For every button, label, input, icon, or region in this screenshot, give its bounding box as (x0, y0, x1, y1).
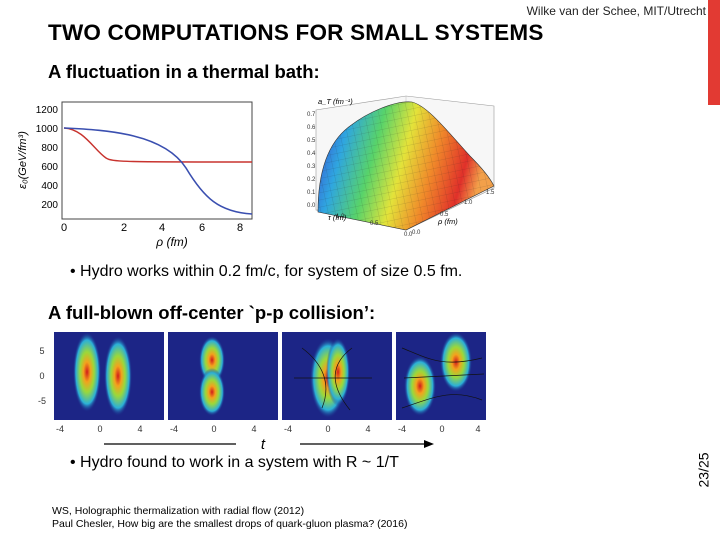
x-tick: 4 (475, 424, 480, 434)
plot2d-xticks: 0 2 4 6 8 (61, 222, 243, 234)
accent-bar (708, 0, 720, 105)
z-tick: 0.6 (307, 125, 316, 131)
x-tick: 0 (97, 424, 102, 434)
y-tick: 5 (39, 346, 44, 356)
bullet-hydro-small-size: • Hydro works within 0.2 fm/c, for syste… (70, 263, 462, 281)
y-tick: 600 (41, 162, 58, 173)
references: WS, Holographic thermalization with radi… (52, 505, 407, 530)
x-tick: 0 (211, 424, 216, 434)
slide-title: TWO COMPUTATIONS FOR SMALL SYSTEMS (48, 20, 544, 45)
collision-snapshots: 5 0 -5 -4 0 4 -4 0 4 -4 0 4 -4 0 (38, 332, 486, 453)
x-tick: -4 (398, 424, 406, 434)
plot2d-yticks: 1200 1000 800 600 400 200 (36, 105, 59, 211)
z-tick: 0.1 (307, 190, 316, 196)
acceleration-surface-plot: a_T (fm⁻¹) 0.7 0.6 0.5 0.4 0.3 0.2 0.1 0… (307, 95, 495, 238)
x-tick: 8 (237, 222, 243, 234)
y-tick: 800 (41, 143, 58, 154)
x-tick: 0.5 (370, 221, 379, 227)
y-tick: -5 (38, 396, 46, 406)
reference-2: Paul Chesler, How big are the smallest d… (52, 517, 408, 530)
snapshot-panel-2 (168, 332, 278, 420)
z-tick: 0.7 (307, 112, 316, 118)
red-curve (63, 127, 253, 163)
y-tick: 0.0 (412, 230, 421, 236)
bullet-dot: • (70, 263, 81, 280)
blue-curve (63, 127, 253, 215)
snapshot-panel-3 (282, 332, 392, 420)
time-label: t (261, 436, 266, 453)
z-tick: 0.0 (307, 203, 316, 209)
x-tick: -4 (170, 424, 178, 434)
x-tick: 4 (159, 222, 165, 234)
y-tick: 1.5 (486, 190, 495, 196)
y-tick: 0.5 (440, 212, 449, 218)
plot2d-ylabel: ε₀(GeV/fm³) (17, 131, 29, 189)
bullet-text: Hydro works within 0.2 fm/c, for system … (80, 263, 463, 280)
x-tick: -4 (284, 424, 292, 434)
x-tick: 0 (439, 424, 444, 434)
section-heading-collision: A full-blown off-center `p-p collision’: (48, 302, 376, 323)
x-tick: -4 (56, 424, 64, 434)
y-tick: 0 (39, 371, 44, 381)
x-tick: 2 (121, 222, 127, 234)
snapshot-panel-1 (54, 332, 164, 420)
y-tick: 400 (41, 181, 58, 192)
y-tick: 1200 (36, 105, 59, 116)
page-number: 23/25 (696, 452, 712, 487)
x-tick: 4 (137, 424, 142, 434)
energy-density-plot: 1200 1000 800 600 400 200 0 2 4 6 8 ε₀(G… (17, 101, 253, 249)
plot3d-zlabel: a_T (fm⁻¹) (318, 97, 353, 106)
x-tick: 6 (199, 222, 205, 234)
x-tick: 0 (61, 222, 67, 234)
z-tick: 0.3 (307, 164, 316, 170)
plot3d-yticks: 0.0 0.5 1.0 1.5 (412, 190, 495, 236)
reference-1: WS, Holographic thermalization with radi… (52, 505, 305, 517)
y-tick: 1.0 (464, 200, 473, 206)
bullet-text: Hydro found to work in a system with R ~… (80, 454, 399, 471)
z-tick: 0.5 (307, 138, 316, 144)
z-tick: 0.2 (307, 177, 316, 183)
x-tick: 4 (251, 424, 256, 434)
bullet-hydro-works: • Hydro found to work in a system with R… (70, 454, 399, 472)
snapshot-panel-4 (396, 332, 486, 420)
y-tick: 1000 (36, 124, 59, 135)
plot3d-ylabel: ρ (fm) (437, 217, 458, 226)
x-tick: 4 (365, 424, 370, 434)
x-tick: 0.0 (404, 232, 413, 238)
x-tick: 0 (325, 424, 330, 434)
panel-xticks: -4 0 4 -4 0 4 -4 0 4 -4 0 4 (56, 424, 481, 434)
plot3d-zticks: 0.7 0.6 0.5 0.4 0.3 0.2 0.1 0.0 (307, 112, 316, 209)
plot3d-xlabel: τ (fm) (328, 213, 347, 222)
bullet-dot: • (70, 454, 81, 471)
section-heading-thermal: A fluctuation in a thermal bath: (48, 61, 320, 82)
z-tick: 0.4 (307, 151, 316, 157)
plot3d-xticks: 0.0 0.5 1.0 (336, 214, 413, 238)
plot2d-xlabel: ρ (fm) (155, 235, 188, 249)
x-tick: 1.0 (336, 214, 345, 220)
panel-yticks: 5 0 -5 (38, 346, 46, 406)
arrow-head-icon (424, 440, 434, 448)
page-number-text: 23/25 (696, 452, 712, 487)
y-tick: 200 (41, 200, 58, 211)
author-line: Wilke van der Schee, MIT/Utrecht (526, 4, 706, 18)
